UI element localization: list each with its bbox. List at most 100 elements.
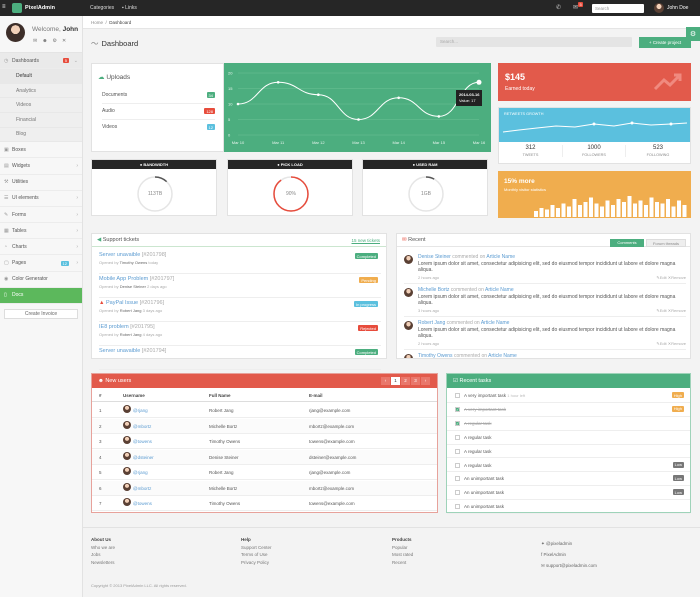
comment-author[interactable]: Michelle Bortz bbox=[418, 287, 450, 293]
twitter-link[interactable]: ✦ @pixeladmin bbox=[541, 538, 597, 549]
footer-link[interactable]: Terms of Use bbox=[241, 552, 268, 557]
ticket-author[interactable]: Timothy Owens bbox=[119, 260, 148, 265]
comment-target[interactable]: Article Name bbox=[486, 254, 516, 260]
ticket-row[interactable]: Server unavaible [#201798] Opened by Timo… bbox=[99, 252, 381, 274]
task-item[interactable]: An unimportant task Low bbox=[447, 486, 690, 501]
close-icon[interactable]: ✕ bbox=[61, 38, 67, 44]
footer-link[interactable]: Jobs bbox=[91, 552, 101, 557]
data-point[interactable] bbox=[357, 118, 360, 121]
sidebar-item-dashboards[interactable]: ◷ Dashboards 5 ⌄ bbox=[0, 53, 82, 70]
data-point[interactable] bbox=[236, 102, 240, 106]
table-cell[interactable]: @dsteiner bbox=[123, 451, 154, 460]
ticket-title[interactable]: Mobile App Problem bbox=[99, 276, 149, 282]
footer-link[interactable]: Who we are bbox=[91, 544, 116, 550]
sidebar-item-pages[interactable]: ▢ Pages 12 › bbox=[0, 255, 82, 272]
remove-link[interactable]: ✕Remove bbox=[668, 341, 686, 346]
task-checkbox[interactable] bbox=[455, 476, 460, 482]
ticket-row[interactable]: Server unavaible [#201794] Completed bbox=[99, 348, 381, 370]
ticket-author[interactable]: Denise Steiner bbox=[119, 284, 146, 289]
comment-target[interactable]: Article Name bbox=[488, 353, 517, 359]
ticket-row[interactable]: IE8 problem [#201795] Opened by Robert Ja… bbox=[99, 324, 381, 346]
table-cell[interactable]: @rjang bbox=[123, 467, 148, 476]
ticket-title[interactable]: PayPal Issue bbox=[105, 300, 139, 306]
sidebar-subitem-default[interactable]: Default bbox=[0, 69, 82, 84]
page-button[interactable]: 1 bbox=[391, 377, 400, 385]
messages-icon[interactable]: ✉5 bbox=[573, 2, 584, 11]
notifications-icon[interactable]: ✆ bbox=[556, 5, 562, 11]
task-item[interactable]: ✓ A very important task High bbox=[447, 403, 690, 417]
task-item[interactable]: A very important task 1 hour left High bbox=[447, 389, 690, 403]
page-button[interactable]: › bbox=[421, 377, 430, 385]
new-tickets-link[interactable]: 15 new tickets bbox=[351, 238, 380, 243]
user-icon[interactable]: ✉ bbox=[33, 38, 38, 44]
task-checkbox[interactable] bbox=[455, 490, 460, 496]
edit-link[interactable]: ✎Edit bbox=[656, 308, 666, 313]
tab-forum-threads[interactable]: Forum threads bbox=[646, 239, 686, 247]
data-point[interactable] bbox=[397, 96, 400, 100]
comment-author[interactable]: Denise Steiner bbox=[418, 254, 451, 260]
gear-icon[interactable]: ⚙ bbox=[52, 38, 57, 44]
data-point[interactable] bbox=[437, 115, 441, 118]
task-checkbox[interactable] bbox=[455, 434, 460, 440]
task-item[interactable]: An unimportant task bbox=[447, 500, 690, 515]
task-item[interactable]: A regular task bbox=[447, 445, 690, 459]
task-item[interactable]: A regular task bbox=[447, 431, 690, 445]
ticket-title[interactable]: Server unavaible bbox=[99, 348, 141, 354]
ticket-author[interactable]: Robert Jang bbox=[119, 332, 142, 337]
comment-target[interactable]: Article Name bbox=[480, 320, 510, 326]
ticket-title[interactable]: Server unavaible bbox=[99, 252, 141, 258]
data-point[interactable] bbox=[276, 81, 280, 84]
user-menu[interactable]: John Doe bbox=[654, 3, 688, 13]
comment-author[interactable]: Robert Jang bbox=[418, 320, 446, 326]
edit-link[interactable]: ✎Edit bbox=[656, 275, 666, 280]
table-cell[interactable]: @rjang bbox=[123, 405, 148, 414]
nav-links[interactable]: ▪ Links bbox=[122, 5, 137, 11]
edit-link[interactable]: ✎Edit bbox=[656, 341, 666, 346]
ticket-row[interactable]: Mobile App Problem [#201797] Opened by De… bbox=[99, 276, 381, 298]
sidebar-subitem-videos[interactable]: Videos bbox=[0, 98, 82, 113]
sidebar-item-color-generator[interactable]: ◉ Color Generator bbox=[0, 272, 82, 288]
sidebar-item-forms[interactable]: ✎ Forms › bbox=[0, 207, 82, 224]
sidebar-item-ui-elements[interactable]: ☰ UI elements › bbox=[0, 191, 82, 207]
task-checkbox[interactable]: ✓ bbox=[455, 406, 460, 412]
sidebar-subitem-analytics[interactable]: Analytics bbox=[0, 83, 82, 99]
settings-icon[interactable]: ☻ bbox=[42, 38, 48, 44]
task-item[interactable]: A regular task Low bbox=[447, 459, 690, 473]
table-cell[interactable]: @towens bbox=[123, 498, 152, 507]
page-button[interactable]: 3 bbox=[411, 377, 420, 385]
sidebar-item-boxes[interactable]: ▣ Boxes bbox=[0, 142, 82, 159]
facebook-link[interactable]: f PixelAdmin bbox=[541, 549, 597, 560]
email-link[interactable]: ✉ support@pixeladmin.com bbox=[541, 560, 597, 571]
tab-comments[interactable]: Comments bbox=[610, 239, 644, 247]
task-checkbox[interactable]: ✓ bbox=[455, 420, 460, 426]
footer-link[interactable]: Most rated bbox=[392, 552, 414, 557]
remove-link[interactable]: ✕Remove bbox=[668, 308, 686, 313]
task-checkbox[interactable] bbox=[455, 462, 460, 468]
footer-link[interactable]: Support Center bbox=[241, 544, 272, 550]
create-invoice-button[interactable]: Create Invoice bbox=[4, 309, 78, 320]
page-button[interactable]: ‹ bbox=[381, 377, 390, 385]
comment-author[interactable]: Timothy Owens bbox=[418, 353, 453, 359]
create-project-button[interactable]: + Create project bbox=[639, 37, 691, 48]
ticket-title[interactable]: IE8 problem bbox=[99, 324, 129, 330]
dashboard-search-input[interactable]: Search... bbox=[436, 37, 632, 47]
task-item[interactable]: An unimportant task Low bbox=[447, 472, 690, 487]
task-checkbox[interactable] bbox=[455, 504, 460, 510]
footer-link[interactable]: Recent bbox=[392, 559, 407, 565]
footer-link[interactable]: Privacy Policy bbox=[241, 559, 270, 565]
footer-link[interactable]: Popular bbox=[392, 544, 408, 550]
menu-toggle-icon[interactable]: ≡ bbox=[2, 4, 6, 10]
sidebar-subitem-financial[interactable]: Financial bbox=[0, 112, 82, 128]
table-cell[interactable]: @towens bbox=[123, 436, 152, 445]
page-button[interactable]: 2 bbox=[401, 377, 410, 385]
sidebar-item-docs[interactable]: ▯ Docs bbox=[0, 287, 82, 305]
breadcrumb-home[interactable]: Home bbox=[91, 20, 104, 25]
ticket-author[interactable]: Robert Jang bbox=[119, 308, 142, 313]
sidebar-subitem-blog[interactable]: Blog bbox=[0, 127, 82, 143]
remove-link[interactable]: ✕Remove bbox=[668, 275, 686, 280]
sidebar-item-widgets[interactable]: ▤ Widgets › bbox=[0, 158, 82, 175]
sidebar-item-charts[interactable]: ◔ Charts › bbox=[0, 239, 82, 256]
footer-link[interactable]: Newsletters bbox=[91, 559, 115, 565]
comment-target[interactable]: Article Name bbox=[485, 287, 514, 293]
table-cell[interactable]: @mbortz bbox=[123, 420, 151, 429]
